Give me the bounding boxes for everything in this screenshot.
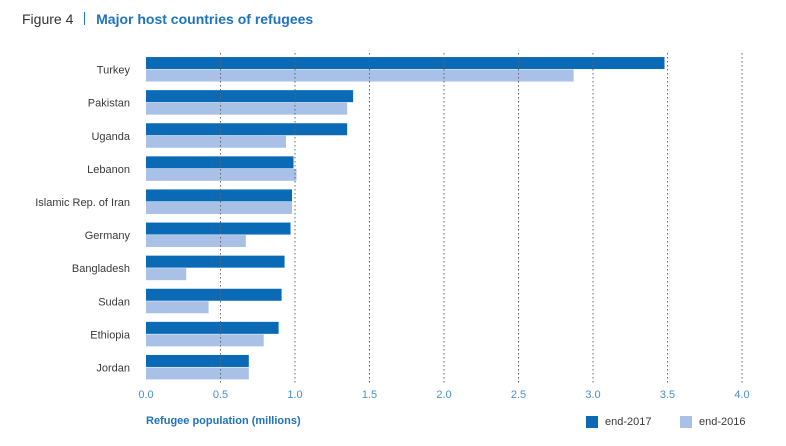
x-tick-label: 4.0	[734, 389, 749, 401]
x-tick-label: 1.5	[362, 389, 377, 401]
bar-end-2016-jordan	[146, 367, 249, 380]
bar-end-2016-germany	[146, 235, 246, 248]
x-tick-label: 3.5	[660, 389, 675, 401]
x-tick-label: 1.0	[287, 389, 302, 401]
bar-end-2017-germany	[146, 222, 291, 235]
x-tick-label: 2.5	[511, 389, 526, 401]
bar-end-2016-ethiopia	[146, 334, 264, 347]
bar-end-2017-islamic-rep-of-iran	[146, 189, 293, 202]
bar-end-2017-uganda	[146, 123, 348, 136]
legend-swatch-end-2017	[586, 416, 598, 428]
category-label: Ethiopia	[90, 329, 131, 341]
bar-end-2017-jordan	[146, 354, 249, 367]
category-label: Germany	[85, 230, 131, 242]
legend-label-end-2016: end-2016	[699, 416, 746, 428]
bar-end-2017-ethiopia	[146, 321, 279, 334]
x-tick-label: 0.0	[138, 389, 153, 401]
legend-swatch-end-2016	[680, 416, 692, 428]
x-tick-label: 2.0	[436, 389, 451, 401]
category-label: Pakistan	[88, 98, 130, 110]
category-label: Lebanon	[87, 164, 130, 176]
bar-end-2016-sudan	[146, 301, 209, 314]
bar-end-2017-pakistan	[146, 90, 354, 103]
figure-separator	[84, 12, 86, 25]
category-label: Bangladesh	[72, 263, 130, 275]
figure-title: Major host countries of refugees	[96, 11, 314, 27]
bar-end-2016-islamic-rep-of-iran	[146, 201, 293, 214]
category-label: Turkey	[97, 65, 131, 77]
category-label: Sudan	[98, 296, 130, 308]
bar-end-2017-turkey	[146, 57, 665, 70]
bar-end-2016-bangladesh	[146, 268, 187, 281]
bar-end-2016-turkey	[146, 69, 574, 82]
figure-label: Figure 4	[22, 11, 74, 27]
bar-end-2017-bangladesh	[146, 255, 285, 268]
bar-end-2016-uganda	[146, 135, 287, 148]
x-axis-title: Refugee population (millions)	[146, 415, 301, 427]
legend-item-end-2016: end-2016	[680, 416, 746, 428]
bar-end-2017-lebanon	[146, 156, 294, 169]
category-label: Uganda	[91, 131, 130, 143]
x-tick-label: 3.0	[585, 389, 600, 401]
x-tick-label: 0.5	[213, 389, 228, 401]
bar-end-2016-pakistan	[146, 102, 348, 115]
bar-end-2017-sudan	[146, 288, 282, 301]
legend-label-end-2017: end-2017	[605, 416, 652, 428]
bar-end-2016-lebanon	[146, 168, 297, 181]
figure-header: Figure 4 Major host countries of refugee…	[22, 11, 313, 27]
legend-item-end-2017: end-2017	[586, 416, 652, 428]
category-label: Islamic Rep. of Iran	[35, 197, 130, 209]
category-label: Jordan	[96, 362, 130, 374]
